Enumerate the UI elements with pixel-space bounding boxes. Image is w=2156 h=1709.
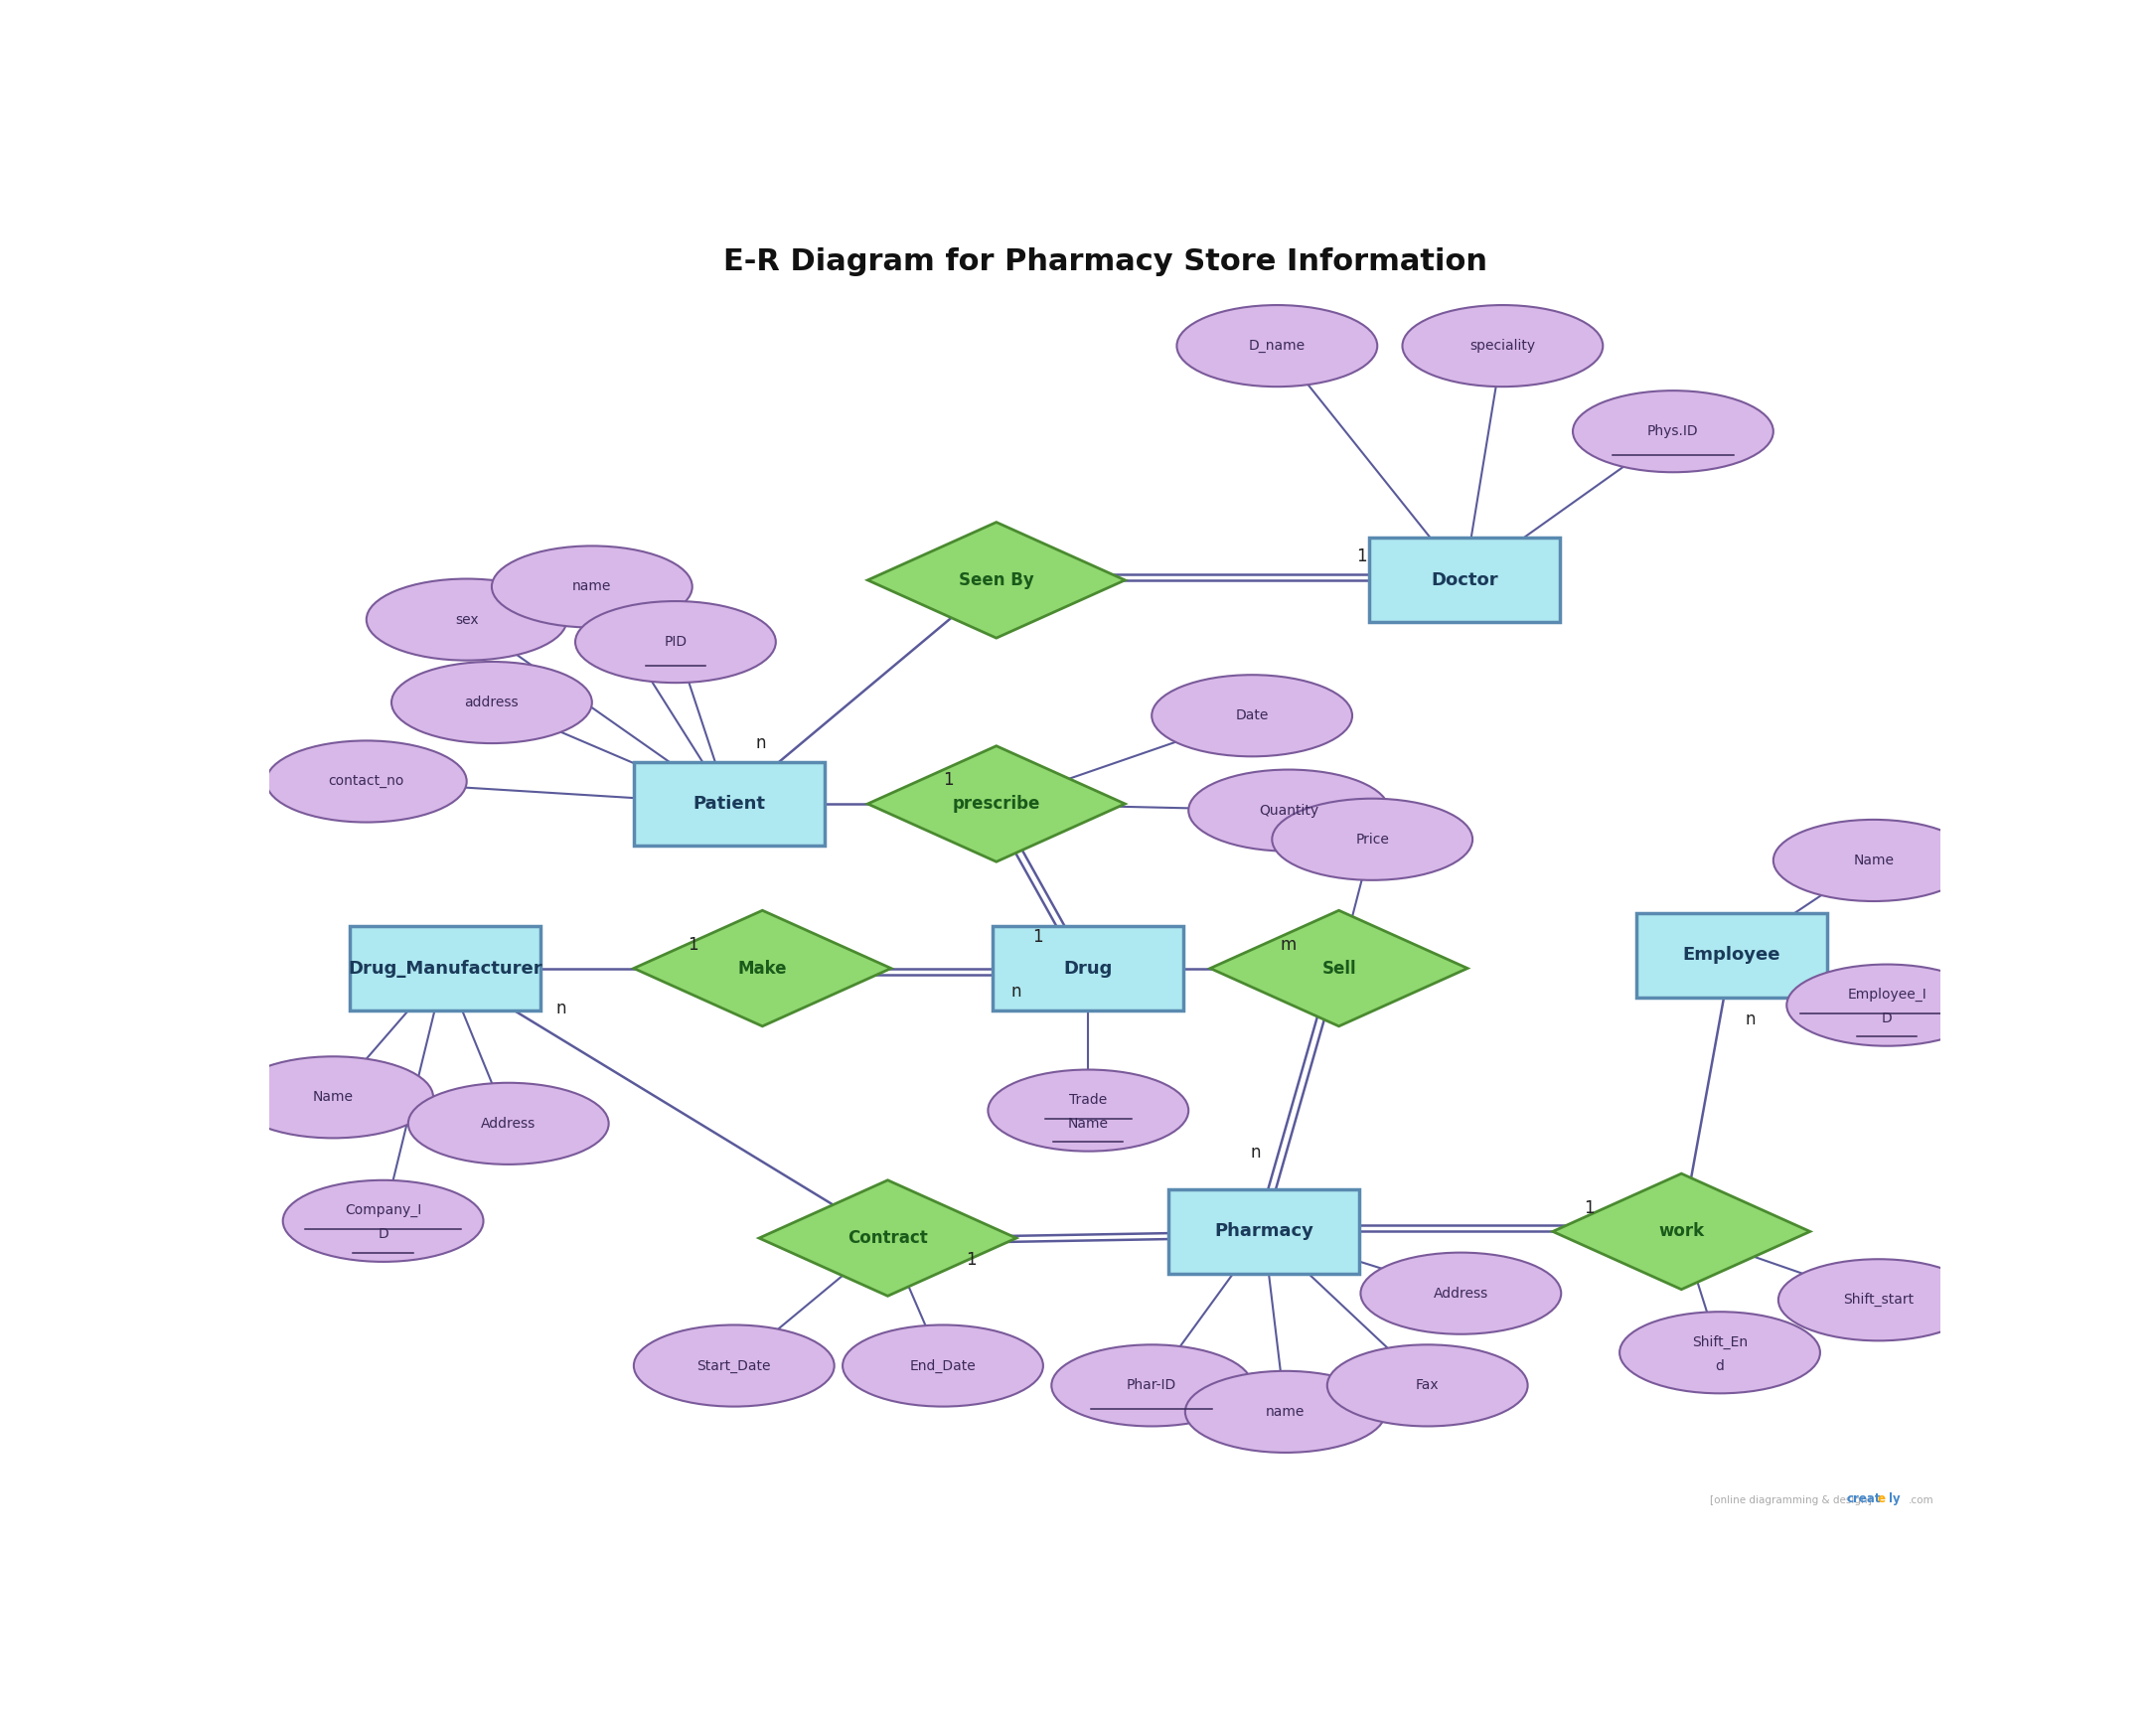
- Text: Name: Name: [1854, 853, 1893, 868]
- Ellipse shape: [634, 1324, 834, 1407]
- Text: D_name: D_name: [1248, 338, 1304, 352]
- Polygon shape: [867, 745, 1125, 861]
- Text: n: n: [1011, 983, 1022, 1001]
- Text: contact_no: contact_no: [328, 774, 405, 788]
- Ellipse shape: [265, 740, 466, 822]
- Text: 1: 1: [942, 771, 953, 790]
- Text: 1: 1: [1356, 547, 1367, 566]
- Text: Employee_I: Employee_I: [1848, 988, 1927, 1001]
- Text: Shift_En: Shift_En: [1692, 1335, 1749, 1348]
- Text: name: name: [573, 579, 612, 593]
- Ellipse shape: [1779, 1260, 1979, 1342]
- Text: Address: Address: [1434, 1287, 1488, 1301]
- Ellipse shape: [1619, 1313, 1820, 1393]
- Text: Seen By: Seen By: [959, 571, 1035, 590]
- FancyBboxPatch shape: [349, 926, 541, 1010]
- Ellipse shape: [1188, 769, 1388, 851]
- Text: n: n: [1250, 1143, 1261, 1162]
- Ellipse shape: [1787, 964, 1988, 1046]
- Ellipse shape: [1151, 675, 1352, 757]
- Text: Start_Date: Start_Date: [696, 1359, 772, 1372]
- Text: D: D: [1882, 1012, 1893, 1025]
- Text: Name: Name: [1067, 1116, 1108, 1131]
- FancyBboxPatch shape: [1169, 1189, 1358, 1273]
- Text: Employee: Employee: [1682, 947, 1781, 964]
- Text: Phys.ID: Phys.ID: [1647, 424, 1699, 439]
- Text: Shift_start: Shift_start: [1843, 1294, 1915, 1307]
- Text: n: n: [1744, 1010, 1755, 1029]
- Text: 1: 1: [966, 1251, 977, 1270]
- Text: Name: Name: [313, 1090, 354, 1104]
- FancyBboxPatch shape: [1369, 538, 1559, 622]
- Ellipse shape: [492, 545, 692, 627]
- Text: 1: 1: [1033, 928, 1044, 945]
- Text: work: work: [1658, 1222, 1705, 1241]
- Text: speciality: speciality: [1470, 338, 1535, 352]
- Ellipse shape: [1177, 306, 1378, 386]
- Text: Quantity: Quantity: [1259, 803, 1319, 817]
- Text: ly: ly: [1889, 1492, 1899, 1506]
- Text: Price: Price: [1356, 832, 1388, 846]
- Ellipse shape: [1772, 820, 1975, 901]
- Ellipse shape: [367, 579, 567, 660]
- Polygon shape: [1210, 911, 1468, 1025]
- Ellipse shape: [1328, 1345, 1529, 1427]
- Polygon shape: [867, 523, 1125, 637]
- Text: Address: Address: [481, 1116, 537, 1131]
- Ellipse shape: [1572, 391, 1772, 472]
- Text: Date: Date: [1235, 709, 1268, 723]
- Text: e: e: [1878, 1492, 1884, 1506]
- Text: Trade: Trade: [1069, 1094, 1108, 1107]
- Text: Phar-ID: Phar-ID: [1128, 1379, 1177, 1393]
- Text: address: address: [464, 696, 520, 709]
- FancyBboxPatch shape: [634, 762, 824, 846]
- Ellipse shape: [392, 661, 593, 743]
- Ellipse shape: [282, 1181, 483, 1261]
- Text: D: D: [377, 1227, 388, 1241]
- Text: m: m: [1281, 937, 1296, 954]
- FancyBboxPatch shape: [994, 926, 1184, 1010]
- Ellipse shape: [1360, 1253, 1561, 1335]
- Ellipse shape: [233, 1056, 433, 1138]
- Ellipse shape: [407, 1084, 608, 1164]
- Text: name: name: [1266, 1405, 1304, 1418]
- Text: Company_I: Company_I: [345, 1203, 420, 1217]
- Ellipse shape: [987, 1070, 1188, 1152]
- Text: [online diagramming & design]: [online diagramming & design]: [1710, 1495, 1876, 1506]
- Text: Sell: Sell: [1322, 959, 1356, 978]
- Ellipse shape: [1272, 798, 1473, 880]
- Ellipse shape: [1401, 306, 1602, 386]
- Text: Pharmacy: Pharmacy: [1214, 1222, 1313, 1241]
- Text: Drug_Manufacturer: Drug_Manufacturer: [347, 959, 541, 978]
- Text: E-R Diagram for Pharmacy Store Information: E-R Diagram for Pharmacy Store Informati…: [722, 248, 1488, 277]
- Text: Contract: Contract: [847, 1229, 927, 1248]
- Text: Patient: Patient: [692, 795, 765, 813]
- Text: 1: 1: [1585, 1200, 1595, 1217]
- Polygon shape: [759, 1181, 1015, 1295]
- Text: Drug: Drug: [1063, 959, 1112, 978]
- Text: Make: Make: [737, 959, 787, 978]
- Text: Doctor: Doctor: [1432, 571, 1498, 590]
- Text: prescribe: prescribe: [953, 795, 1039, 813]
- Ellipse shape: [576, 602, 776, 684]
- Text: Fax: Fax: [1416, 1379, 1440, 1393]
- Text: d: d: [1716, 1359, 1725, 1372]
- Text: sex: sex: [455, 612, 479, 627]
- Text: PID: PID: [664, 636, 688, 649]
- Ellipse shape: [1052, 1345, 1253, 1427]
- Ellipse shape: [1186, 1371, 1386, 1453]
- Text: n: n: [556, 1000, 567, 1019]
- Polygon shape: [1552, 1174, 1811, 1289]
- Text: End_Date: End_Date: [910, 1359, 977, 1372]
- Text: .com: .com: [1908, 1495, 1934, 1506]
- Text: n: n: [755, 733, 765, 752]
- Polygon shape: [634, 911, 890, 1025]
- Ellipse shape: [843, 1324, 1044, 1407]
- Text: 1: 1: [688, 937, 699, 954]
- FancyBboxPatch shape: [1636, 913, 1826, 998]
- Text: creat: creat: [1848, 1492, 1880, 1506]
